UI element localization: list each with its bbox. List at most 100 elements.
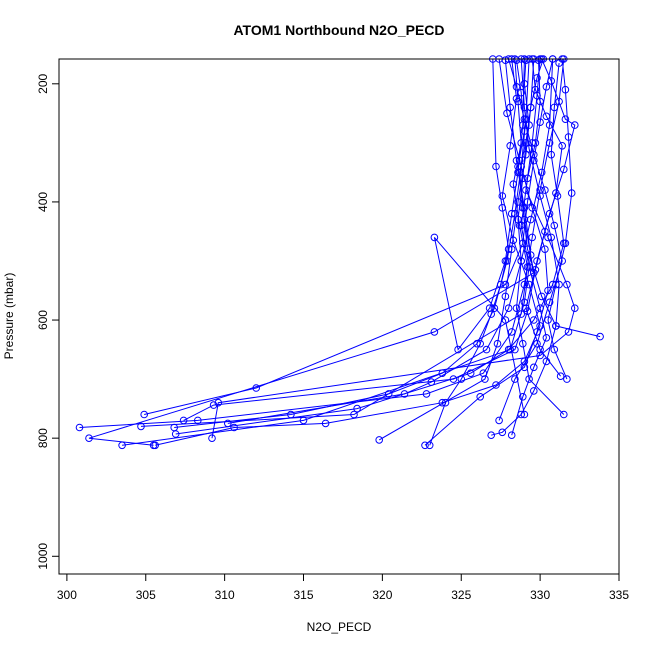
data-point bbox=[487, 431, 496, 440]
series-12 bbox=[151, 55, 544, 450]
x-tick-label: 320 bbox=[372, 588, 392, 602]
x-tick-label: 330 bbox=[530, 588, 550, 602]
data-point bbox=[555, 280, 563, 289]
x-tick-label: 315 bbox=[293, 588, 313, 602]
data-point bbox=[564, 328, 573, 336]
data-point bbox=[520, 103, 529, 112]
x-tick-label: 310 bbox=[215, 588, 235, 602]
data-point bbox=[512, 83, 521, 91]
series-20 bbox=[507, 56, 551, 440]
data-point bbox=[517, 410, 526, 419]
series-line bbox=[144, 58, 554, 415]
data-point bbox=[536, 186, 544, 194]
data-point bbox=[528, 233, 537, 242]
data-point bbox=[547, 77, 556, 85]
data-point bbox=[299, 416, 308, 425]
data-point bbox=[321, 419, 330, 428]
data-point bbox=[252, 384, 261, 392]
data-point bbox=[512, 304, 521, 313]
series-line bbox=[174, 58, 530, 428]
y-axis-label: Pressure (mbar) bbox=[2, 273, 16, 360]
series-8 bbox=[118, 56, 535, 450]
data-point bbox=[537, 292, 546, 301]
data-point bbox=[541, 186, 549, 194]
data-point bbox=[563, 280, 571, 289]
data-point bbox=[514, 198, 522, 206]
data-point bbox=[476, 393, 485, 401]
data-point bbox=[85, 434, 93, 443]
data-point bbox=[571, 304, 579, 313]
data-point bbox=[425, 441, 434, 450]
series-line bbox=[498, 58, 563, 421]
data-point bbox=[555, 97, 563, 106]
data-point bbox=[457, 375, 466, 383]
data-point bbox=[517, 310, 526, 318]
data-point bbox=[504, 345, 513, 354]
data-point bbox=[422, 390, 431, 398]
series-layer bbox=[75, 55, 604, 450]
data-point bbox=[498, 428, 507, 437]
data-point bbox=[522, 304, 530, 313]
data-point bbox=[526, 251, 535, 259]
data-point bbox=[536, 192, 544, 200]
series-line bbox=[424, 58, 549, 446]
data-point bbox=[519, 339, 527, 348]
data-point bbox=[544, 316, 552, 324]
x-tick-label: 335 bbox=[609, 588, 629, 602]
data-point bbox=[504, 245, 513, 253]
series-6 bbox=[179, 55, 567, 425]
data-point bbox=[375, 436, 384, 444]
series-21 bbox=[425, 55, 513, 450]
data-point bbox=[525, 263, 533, 271]
series-3 bbox=[85, 56, 538, 450]
data-point bbox=[179, 416, 188, 425]
data-point bbox=[525, 280, 533, 289]
data-point bbox=[533, 257, 541, 265]
data-point bbox=[550, 103, 559, 112]
data-point bbox=[171, 430, 180, 438]
data-point bbox=[208, 434, 216, 443]
data-point bbox=[118, 441, 126, 450]
series-line bbox=[227, 58, 554, 424]
y-tick-label: 800 bbox=[36, 428, 50, 448]
data-point bbox=[542, 83, 551, 91]
data-point bbox=[550, 345, 559, 354]
data-point bbox=[466, 369, 475, 378]
data-point bbox=[493, 339, 502, 348]
data-point bbox=[421, 441, 429, 450]
series-line bbox=[211, 58, 576, 439]
data-point bbox=[560, 165, 568, 174]
data-point bbox=[556, 372, 565, 381]
data-point bbox=[523, 174, 532, 183]
data-point bbox=[550, 221, 559, 230]
chart-title: ATOM1 Northbound N2O_PECD bbox=[233, 22, 444, 38]
data-point bbox=[596, 332, 604, 341]
x-axis: 300 305 310 315 320 325 330 335 bbox=[57, 573, 629, 602]
series-line bbox=[491, 58, 560, 436]
data-point bbox=[522, 150, 530, 159]
data-point bbox=[427, 378, 436, 386]
x-tick-label: 325 bbox=[451, 588, 471, 602]
series-line bbox=[515, 58, 565, 415]
data-point bbox=[564, 133, 573, 141]
data-point bbox=[481, 375, 489, 383]
series-line bbox=[525, 58, 576, 377]
data-point bbox=[441, 398, 450, 407]
data-point bbox=[537, 168, 546, 177]
series-5 bbox=[75, 55, 568, 432]
data-point bbox=[526, 215, 535, 224]
data-point bbox=[140, 410, 148, 419]
data-point bbox=[560, 410, 568, 419]
data-point bbox=[400, 390, 409, 398]
data-point bbox=[492, 381, 500, 389]
data-point bbox=[533, 339, 541, 348]
data-point bbox=[530, 316, 538, 324]
data-point bbox=[503, 109, 511, 118]
data-point bbox=[224, 419, 232, 428]
data-point bbox=[476, 339, 485, 348]
data-point bbox=[542, 334, 551, 342]
data-point bbox=[496, 280, 505, 289]
series-line bbox=[547, 58, 573, 380]
data-point bbox=[571, 121, 579, 129]
x-tick-label: 300 bbox=[57, 588, 77, 602]
